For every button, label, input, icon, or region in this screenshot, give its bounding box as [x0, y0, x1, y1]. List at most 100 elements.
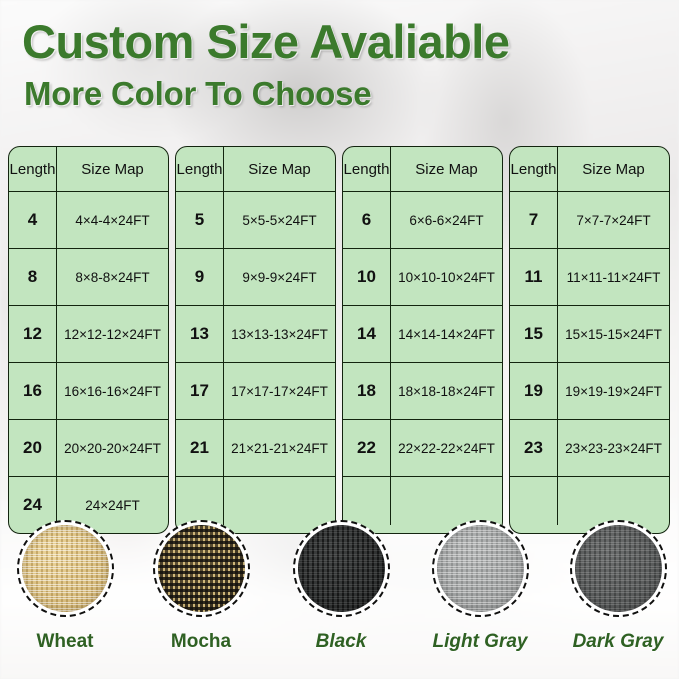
- table-row: 12 12×12-12×24FT: [9, 306, 168, 363]
- fabric-texture-lightgray: [436, 525, 524, 612]
- color-swatch-option[interactable]: Wheat: [0, 520, 130, 653]
- cell-size-map: 24×24FT: [85, 497, 140, 513]
- fabric-swatch-circle-icon[interactable]: [152, 520, 250, 617]
- fabric-texture-mocha: [157, 525, 245, 612]
- color-swatch-option[interactable]: Light Gray: [415, 520, 545, 653]
- color-swatches-group: Wheat Mocha Black Light Gray Dark Gray: [0, 520, 679, 679]
- cell-size-map-empty: [558, 477, 669, 525]
- color-swatch-label: Dark Gray: [572, 631, 664, 652]
- table-row: 16 16×16-16×24FT: [9, 363, 168, 420]
- cell-length: 14: [343, 306, 391, 362]
- table-row: 22 22×22-22×24FT: [343, 420, 502, 477]
- table-row: 19 19×19-19×24FT: [510, 363, 669, 420]
- cell-length-empty: [343, 477, 391, 525]
- cell-length: 13: [176, 306, 224, 362]
- cell-size-map: 7×7-7×24FT: [576, 212, 651, 228]
- column-header-size-map: Size Map: [81, 160, 144, 178]
- cell-length-empty: [176, 477, 224, 525]
- cell-size-map: 18×18-18×24FT: [398, 383, 495, 399]
- cell-size-map: 13×13-13×24FT: [231, 326, 328, 342]
- table-row: 21 21×21-21×24FT: [176, 420, 335, 477]
- cell-size-map: 17×17-17×24FT: [231, 383, 328, 399]
- cell-size-map: 22×22-22×24FT: [398, 440, 495, 456]
- table-row: 15 15×15-15×24FT: [510, 306, 669, 363]
- table-header-row: Length Size Map: [9, 147, 168, 192]
- fabric-swatch-circle-icon[interactable]: [569, 520, 667, 617]
- cell-length: 23: [510, 420, 558, 476]
- cell-size-map: 4×4-4×24FT: [75, 212, 150, 228]
- fabric-texture-darkgray: [574, 525, 662, 612]
- cell-size-map: 8×8-8×24FT: [75, 269, 150, 285]
- cell-length: 10: [343, 249, 391, 305]
- table-row: 17 17×17-17×24FT: [176, 363, 335, 420]
- table-row: 20 20×20-20×24FT: [9, 420, 168, 477]
- color-swatch-label: Black: [315, 631, 367, 652]
- color-swatch-option[interactable]: Black: [276, 520, 406, 653]
- fabric-swatch-circle-icon[interactable]: [292, 520, 390, 617]
- cell-size-map: 10×10-10×24FT: [398, 269, 495, 285]
- table-row: 4 4×4-4×24FT: [9, 192, 168, 249]
- column-header-size-map: Size Map: [248, 160, 311, 178]
- cell-size-map: 15×15-15×24FT: [565, 326, 662, 342]
- cell-size-map: 6×6-6×24FT: [409, 212, 484, 228]
- table-header-row: Length Size Map: [176, 147, 335, 192]
- heading-block: Custom Size Avaliable More Color To Choo…: [22, 14, 510, 114]
- table-row: 8 8×8-8×24FT: [9, 249, 168, 306]
- cell-length: 8: [9, 249, 57, 305]
- table-row: 9 9×9-9×24FT: [176, 249, 335, 306]
- cell-length: 4: [9, 192, 57, 248]
- size-table: Length Size Map 4 4×4-4×24FT 8 8×8-8×24FT 12 12…: [8, 146, 169, 534]
- column-header-length: Length: [9, 147, 57, 191]
- fabric-swatch-circle-icon[interactable]: [16, 520, 114, 617]
- cell-size-map: 23×23-23×24FT: [565, 440, 662, 456]
- table-row-empty: [343, 477, 502, 525]
- color-swatch-label: Light Gray: [432, 631, 528, 652]
- table-row: 10 10×10-10×24FT: [343, 249, 502, 306]
- table-row: 24 24×24FT: [9, 477, 168, 533]
- cell-size-map: 11×11-11×24FT: [566, 269, 661, 285]
- size-table: Length Size Map 7 7×7-7×24FT 11 11×11-11×24FT…: [509, 146, 670, 534]
- cell-length: 22: [343, 420, 391, 476]
- table-header-row: Length Size Map: [343, 147, 502, 192]
- table-row: 13 13×13-13×24FT: [176, 306, 335, 363]
- table-row-empty: [510, 477, 669, 525]
- cell-length: 15: [510, 306, 558, 362]
- cell-length: 5: [176, 192, 224, 248]
- cell-length: 16: [9, 363, 57, 419]
- fabric-texture-wheat: [21, 525, 109, 612]
- column-header-length: Length: [176, 147, 224, 191]
- table-row-empty: [176, 477, 335, 525]
- color-swatch-option[interactable]: Dark Gray: [553, 520, 679, 653]
- cell-length: 21: [176, 420, 224, 476]
- column-header-size-map: Size Map: [582, 160, 645, 178]
- cell-length: 12: [9, 306, 57, 362]
- table-row: 5 5×5-5×24FT: [176, 192, 335, 249]
- color-swatch-label: Wheat: [36, 631, 94, 652]
- fabric-texture-black: [297, 525, 385, 612]
- table-row: 18 18×18-18×24FT: [343, 363, 502, 420]
- cell-length: 17: [176, 363, 224, 419]
- column-header-size-map: Size Map: [415, 160, 478, 178]
- cell-size-map: 5×5-5×24FT: [242, 212, 317, 228]
- cell-length: 20: [9, 420, 57, 476]
- column-header-length: Length: [343, 147, 391, 191]
- cell-size-map-empty: [391, 477, 502, 525]
- cell-length: 7: [510, 192, 558, 248]
- table-row: 11 11×11-11×24FT: [510, 249, 669, 306]
- cell-size-map: 16×16-16×24FT: [64, 383, 161, 399]
- column-header-length: Length: [510, 147, 558, 191]
- cell-size-map: 21×21-21×24FT: [231, 440, 328, 456]
- size-table: Length Size Map 6 6×6-6×24FT 10 10×10-10×24FT…: [342, 146, 503, 534]
- cell-length: 9: [176, 249, 224, 305]
- cell-size-map: 12×12-12×24FT: [64, 326, 161, 342]
- fabric-swatch-circle-icon[interactable]: [431, 520, 529, 617]
- color-swatch-label: Mocha: [170, 631, 232, 652]
- size-tables-group: Length Size Map 4 4×4-4×24FT 8 8×8-8×24FT 12 12…: [8, 146, 672, 534]
- cell-length-empty: [510, 477, 558, 525]
- cell-size-map: 20×20-20×24FT: [64, 440, 161, 456]
- cell-length: 24: [9, 477, 57, 533]
- color-swatch-option[interactable]: Mocha: [136, 520, 266, 653]
- cell-size-map: 14×14-14×24FT: [398, 326, 495, 342]
- cell-length: 6: [343, 192, 391, 248]
